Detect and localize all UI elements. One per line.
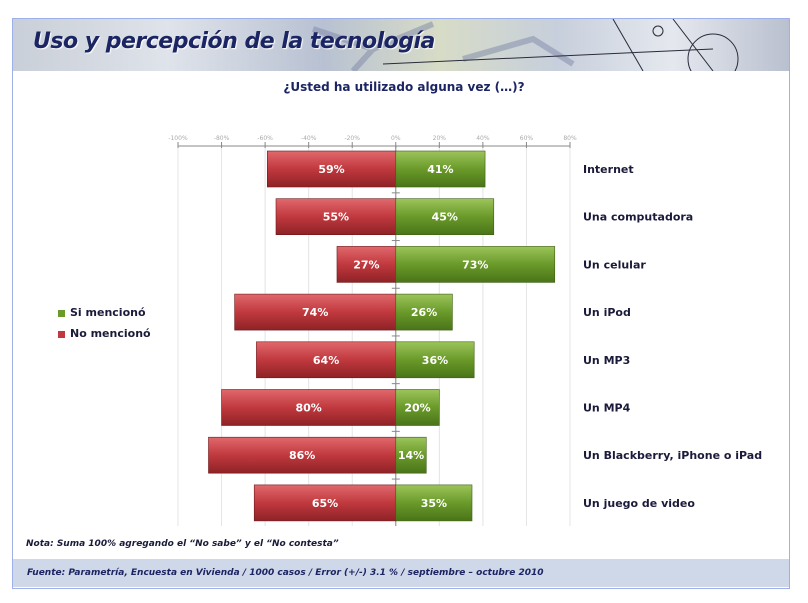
bar-si-menciono: [395, 198, 495, 235]
bar-si-menciono: [395, 293, 453, 331]
legend-item-no: No mencionó: [58, 327, 151, 340]
x-tick-label: -80%: [214, 135, 230, 142]
neuron-background-image: [312, 19, 739, 71]
chart-title: ¿Usted ha utilizado alguna vez (…)?: [283, 80, 525, 94]
legend-label: No mencionó: [70, 327, 151, 340]
bar-no-menciono: [275, 198, 397, 235]
bar-no-menciono: [253, 484, 397, 522]
bar-no-menciono: [234, 293, 397, 331]
category-label: Una computadora: [583, 211, 693, 224]
x-tick-label: -40%: [301, 135, 317, 142]
category-label: Internet: [583, 163, 634, 176]
x-tick-label: 60%: [520, 135, 534, 142]
data-label: 55%: [323, 211, 349, 224]
diverging-bar-chart: -100% -80% -60% -40% -20% 0% 20% 40% 60% 80% 59% 41…: [168, 135, 762, 526]
data-label: 64%: [313, 354, 339, 367]
data-label: 80%: [295, 402, 321, 415]
source-footer: Fuente: Parametría, Encuesta en Vivienda…: [13, 559, 789, 587]
category-label: Un celular: [583, 258, 646, 271]
data-label: 20%: [404, 402, 430, 415]
bar-si-menciono: [395, 246, 556, 283]
category-label: Un Blackberry, iPhone o iPad: [583, 449, 762, 462]
data-label: 86%: [289, 449, 315, 462]
x-tick-label: -100%: [168, 135, 188, 142]
x-tick-label: -60%: [257, 135, 273, 142]
category-label: Un iPod: [583, 306, 631, 319]
x-tick-label: 40%: [476, 135, 490, 142]
bar-si-menciono: [395, 150, 486, 188]
data-label: 41%: [427, 163, 453, 176]
header-banner: Uso y percepción de la tecnología: [13, 19, 789, 71]
data-label: 27%: [353, 258, 379, 271]
x-tick-label: 0%: [391, 135, 401, 142]
category-label: Un MP3: [583, 354, 630, 367]
note: Nota: Suma 100% agregando el “No sabe” y…: [26, 539, 339, 549]
bar-si-menciono: [395, 341, 475, 379]
data-label: 26%: [411, 306, 437, 319]
data-label: 73%: [462, 258, 488, 271]
x-tick-label: -20%: [344, 135, 360, 142]
data-label: 45%: [432, 211, 458, 224]
bar-si-menciono: [395, 389, 440, 426]
legend-item-si: Si mencionó: [58, 306, 146, 319]
category-label: Un juego de video: [583, 497, 695, 510]
x-tick-label: 80%: [563, 135, 577, 142]
data-label: 59%: [318, 163, 344, 176]
bar-no-menciono: [208, 436, 397, 474]
bar-no-menciono: [221, 389, 397, 426]
bar-no-menciono: [266, 150, 397, 188]
data-label: 14%: [398, 449, 424, 462]
data-label: 35%: [421, 497, 447, 510]
x-tick-label: 20%: [433, 135, 447, 142]
bar-si-menciono: [395, 484, 473, 522]
page-title: Uso y percepción de la tecnología: [33, 29, 435, 54]
data-label: 36%: [422, 354, 448, 367]
data-label: 65%: [312, 497, 338, 510]
data-label: 74%: [302, 306, 328, 319]
legend-swatch-si: [58, 309, 65, 317]
legend-label: Si mencionó: [70, 306, 146, 319]
legend-swatch-no: [58, 330, 65, 338]
category-label: Un MP4: [583, 402, 631, 415]
bar-si-menciono: [395, 436, 427, 474]
